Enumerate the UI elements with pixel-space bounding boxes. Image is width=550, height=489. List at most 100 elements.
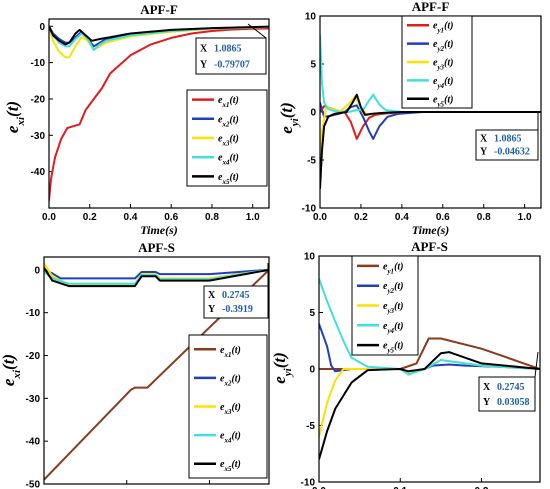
legend-label: ex2(t) [220, 373, 241, 387]
legend-label: ex5(t) [218, 172, 239, 186]
y-tick-label: 10 [305, 12, 317, 23]
chart-panel-1: APF-F 0.0 0.2 0.4 0.6 0.8 1.0 0 -10 -20 -30 -40 Time… [3, 2, 270, 237]
legend-label: ex4(t) [220, 431, 241, 445]
series-group [320, 35, 541, 189]
datatip-x-value: 0.2745 [222, 290, 250, 301]
datatip-pointer [247, 23, 267, 39]
legend-label: ey5(t) [433, 94, 454, 108]
datatip-x-value: 0.2745 [497, 382, 525, 393]
x-tick-label: 0.4 [395, 212, 409, 223]
x-axis-label: Time(s) [140, 223, 178, 237]
datatip-box [195, 37, 267, 75]
x-tick-label: 0.1 [393, 486, 407, 489]
y-axis-label-group: eyi(t) [277, 102, 301, 134]
x-tick-label: 0.8 [477, 212, 491, 223]
plot-frame [318, 255, 541, 483]
x-tick-label: 0.2 [354, 212, 368, 223]
y-tick-label: -40 [26, 437, 41, 448]
y-tick-label: -5 [307, 156, 316, 167]
y-axis-label: exi(t) [0, 354, 23, 386]
legend-label: ex5(t) [220, 459, 241, 473]
y-axis-label-group: eyi(t) [270, 352, 294, 384]
x-tick-label: 0.8 [205, 212, 219, 223]
y-tick-label: 0 [309, 365, 315, 376]
series-group [319, 278, 540, 460]
datatip-box [475, 129, 539, 161]
x-tick-label: 0.2 [475, 486, 489, 489]
legend: ey1(t) ey2(t) ey3(t) ey4(t) ey5(t) [401, 15, 473, 109]
datatip-box [478, 376, 536, 412]
datatip: X 0.2745 Y -0.3919 [203, 263, 269, 319]
datatip-x-value: 1.0865 [494, 133, 522, 144]
x-tick-label: 0.0 [312, 486, 326, 489]
legend-label: ex1(t) [220, 345, 241, 359]
x-tick-label: 0.6 [436, 212, 450, 223]
legend-label: ey3(t) [383, 301, 404, 315]
y-tick-label: -10 [26, 308, 41, 319]
chart-title: APF-F [412, 0, 450, 14]
datatip: X 0.2745 Y 0.03058 [478, 351, 539, 412]
x-tick-label: 0.0 [42, 212, 56, 223]
plot-frame [48, 18, 270, 209]
y-tick-label: 0 [34, 265, 40, 276]
legend-label: ey4(t) [383, 321, 404, 335]
chart-panel-4: APF-S0.00.10.21050-5-10Time(s)eyi(t)ey1(… [270, 239, 541, 489]
datatip-x-value: 1.0865 [214, 44, 242, 55]
datatip-x-label: X [483, 382, 491, 393]
series-line-4 [319, 278, 540, 376]
legend-label: ey4(t) [433, 76, 454, 90]
y-tick-label: -10 [301, 478, 316, 489]
y-axis-label-group: exi(t) [3, 101, 27, 133]
legend: ex1(t) ex2(t) ex3(t) ex4(t) ex5(t) [186, 89, 268, 187]
y-axis-label: exi(t) [3, 101, 27, 133]
series-line-5 [49, 25, 269, 46]
y-tick-label: -20 [31, 94, 46, 105]
y-tick-label: 0 [310, 108, 316, 119]
datatip-x-label: X [208, 290, 216, 301]
chart-title: APF-S [411, 239, 448, 254]
y-tick-label: -5 [306, 421, 315, 432]
legend-label: ey1(t) [433, 21, 454, 35]
y-tick-label: -10 [31, 58, 46, 69]
datatip-x-label: X [200, 44, 208, 55]
y-axis-label: eyi(t) [270, 352, 294, 384]
legend-label: ex3(t) [220, 402, 241, 416]
y-tick-label: -30 [26, 394, 41, 405]
y-tick-label: -50 [26, 480, 41, 489]
datatip: X 1.0865 Y -0.79707 [195, 23, 267, 75]
y-tick-label: 0 [39, 22, 45, 33]
series-line-3 [44, 262, 269, 286]
legend-label: ey1(t) [383, 261, 404, 275]
datatip-x-label: X [480, 133, 488, 144]
legend-label: ey2(t) [383, 281, 404, 295]
y-tick-label: -20 [26, 351, 41, 362]
x-tick-label: 0.6 [164, 212, 178, 223]
legend-label: ey3(t) [433, 58, 454, 72]
series-group [49, 25, 269, 201]
datatip-y-value: 0.03058 [497, 397, 530, 408]
legend-label: ey2(t) [433, 39, 454, 53]
datatip-box [203, 285, 269, 319]
chart-title: APF-S [138, 240, 175, 255]
datatip-y-value: -0.79707 [214, 60, 250, 71]
datatip-y-label: Y [483, 397, 491, 408]
legend: ey1(t) ey2(t) ey3(t) ey4(t) ey5(t) [351, 255, 419, 356]
datatip-y-value: -0.3919 [222, 304, 253, 315]
x-tick-label: 1.0 [518, 212, 532, 223]
series-line-2 [44, 268, 269, 280]
y-tick-label: -40 [31, 167, 46, 178]
y-tick-label: 10 [304, 252, 316, 263]
series-line-1 [49, 27, 269, 201]
chart-panel-3: APF-S0.00.10.20-10-20-30-40-50Time(s)exi… [0, 240, 270, 489]
series-line-5 [320, 93, 541, 189]
y-tick-label: -10 [302, 204, 317, 215]
legend-box [351, 255, 419, 356]
y-axis-label: eyi(t) [277, 102, 301, 134]
x-tick-label: 0.0 [313, 212, 327, 223]
chart-title: APF-F [140, 2, 178, 17]
legend: ex1(t) ex2(t) ex3(t) ex4(t) ex5(t) [188, 334, 268, 479]
chart-panel-2: APF-F 0.0 0.2 0.4 0.6 0.8 1.0 10 5 0 -5 -10 Time(s) e… [277, 0, 542, 237]
series-line-1 [44, 269, 269, 481]
datatip: X 1.0865 Y -0.04632 [475, 112, 539, 161]
